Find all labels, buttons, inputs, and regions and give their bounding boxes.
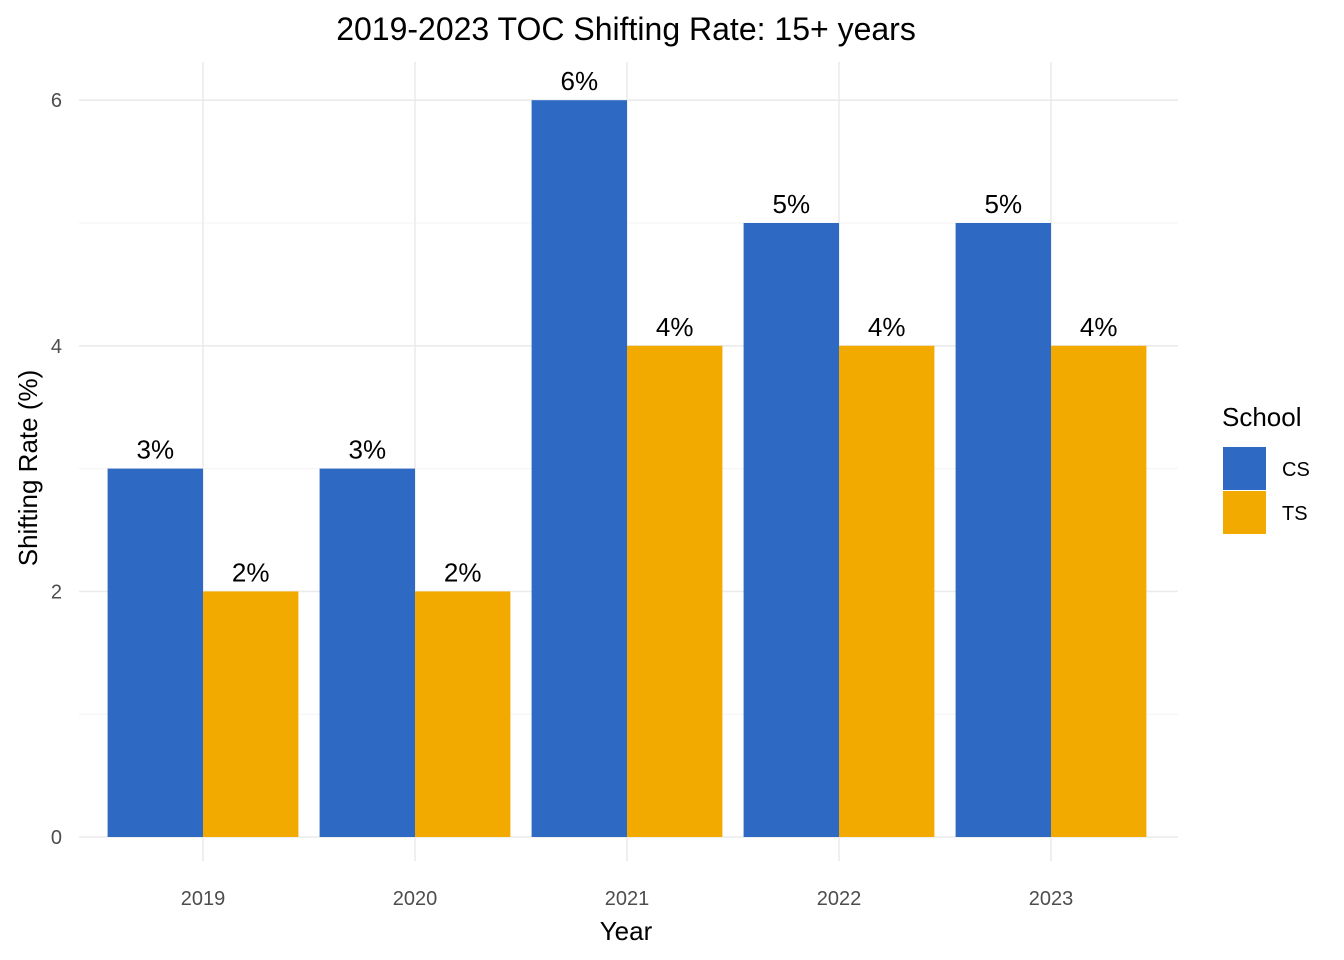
bar-label-ts-2023: 4%: [1080, 312, 1118, 342]
chart-title: 2019-2023 TOC Shifting Rate: 15+ years: [336, 11, 916, 47]
bar-cs-2020: [319, 468, 415, 837]
bar-label-cs-2023: 5%: [985, 189, 1023, 219]
y-tick-label: 6: [51, 90, 62, 112]
x-axis-title: Year: [600, 916, 653, 946]
bar-ts-2022: [839, 345, 935, 837]
bar-label-cs-2021: 6%: [561, 66, 599, 96]
legend-label-ts: TS: [1282, 503, 1308, 525]
bar-label-cs-2019: 3%: [137, 435, 175, 465]
x-tick-label: 2022: [817, 888, 862, 910]
legend-key-ts: [1223, 491, 1266, 534]
bar-labels: 3% 3% 6% 5% 5% 2% 2% 4% 4% 4%: [137, 66, 1118, 587]
bar-label-ts-2021: 4%: [656, 312, 694, 342]
x-tick-label: 2019: [181, 888, 226, 910]
x-tick-label: 2021: [605, 888, 650, 910]
bar-cs-2022: [743, 223, 839, 837]
bar-cs-2023: [955, 223, 1051, 837]
bar-cs-2021: [531, 100, 627, 837]
bar-ts-2023: [1051, 345, 1147, 837]
bar-cs-2019: [107, 468, 203, 837]
x-tick-label: 2023: [1029, 888, 1074, 910]
bar-ts-2021: [627, 345, 723, 837]
x-axis-ticks: 2019 2020 2021 2022 2023: [181, 888, 1074, 910]
bar-label-cs-2022: 5%: [773, 189, 811, 219]
bar-label-ts-2019: 2%: [232, 557, 270, 587]
y-tick-label: 2: [51, 581, 62, 603]
bar-label-ts-2022: 4%: [868, 312, 906, 342]
bar-label-cs-2020: 3%: [349, 435, 387, 465]
y-tick-label: 4: [51, 336, 62, 358]
bar-label-ts-2020: 2%: [444, 557, 482, 587]
y-axis-title: Shifting Rate (%): [13, 370, 43, 567]
y-axis-ticks: 0 2 4 6: [51, 90, 62, 849]
legend-title: School: [1222, 402, 1302, 432]
bar-ts-2020: [415, 591, 511, 837]
bars: [107, 100, 1147, 837]
bar-ts-2019: [203, 591, 299, 837]
legend: School CS TS: [1222, 402, 1310, 534]
legend-key-cs: [1223, 447, 1266, 490]
y-tick-label: 0: [51, 827, 62, 849]
legend-label-cs: CS: [1282, 459, 1310, 481]
x-tick-label: 2020: [393, 888, 438, 910]
